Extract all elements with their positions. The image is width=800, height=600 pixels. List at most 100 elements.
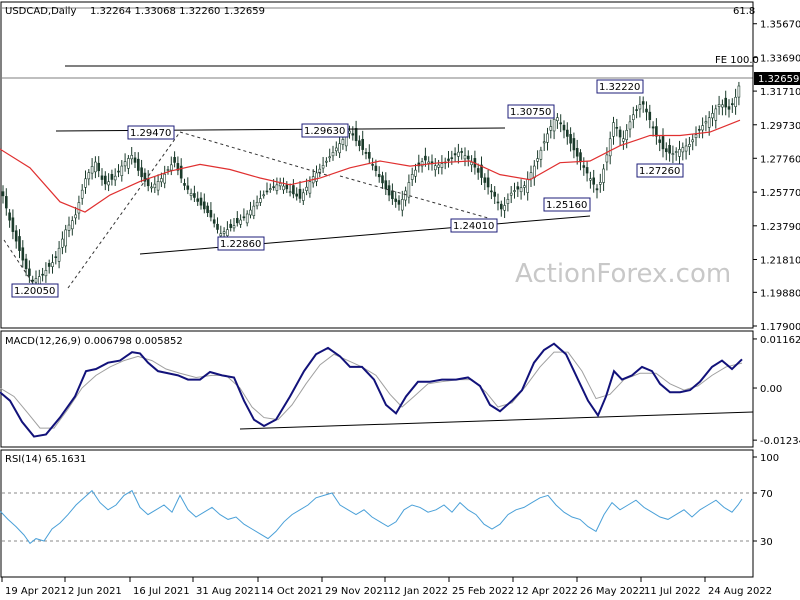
candle-body <box>648 111 652 121</box>
candle-body <box>67 224 71 231</box>
candle-body <box>707 117 711 128</box>
candle-body <box>635 109 638 111</box>
svg-text:1.29470: 1.29470 <box>130 128 171 139</box>
rsi-title: RSI(14) 65.1631 <box>5 454 86 465</box>
candle-body <box>595 188 599 191</box>
candle-body <box>47 263 51 267</box>
level-label: 1.22860 <box>217 236 265 251</box>
price-panel-frame <box>0 1 754 329</box>
candle-body <box>645 108 648 113</box>
candle-body <box>536 158 539 162</box>
candle-body <box>94 161 97 173</box>
candle-body <box>321 165 325 169</box>
candle-body <box>427 161 431 164</box>
candle-body <box>377 174 381 178</box>
candle-body <box>104 175 107 185</box>
candle-body <box>575 147 579 157</box>
candle-body <box>651 126 655 129</box>
rsi-tick-label: 30 <box>760 537 773 548</box>
candle-body <box>226 229 229 236</box>
candle-body <box>183 183 186 186</box>
candle-body <box>490 190 493 193</box>
candle-body <box>641 101 645 105</box>
candle-body <box>447 158 450 161</box>
candle-body <box>694 134 698 138</box>
candle-body <box>631 114 635 120</box>
candle-body <box>466 155 470 160</box>
candle-body <box>625 129 629 141</box>
candle-body <box>196 198 199 202</box>
candle-body <box>387 185 391 196</box>
candle-body <box>539 149 543 160</box>
candle-body <box>1 191 5 197</box>
candle-body <box>97 162 100 172</box>
candle-body <box>150 186 153 189</box>
candle-body <box>414 169 417 177</box>
candle-body <box>437 164 440 168</box>
candle-body <box>8 212 11 221</box>
candle-body <box>77 202 81 214</box>
candle-body <box>546 133 549 143</box>
candle-body <box>668 145 671 154</box>
current-price-value: 1.32659 <box>758 74 799 85</box>
time-tick-label: 11 Jul 2022 <box>644 586 701 597</box>
macd-line <box>0 342 743 438</box>
candle-body <box>661 136 665 150</box>
candle-body <box>463 155 467 160</box>
time-tick-label: 24 Aug 2022 <box>708 586 772 597</box>
candle-body <box>371 164 374 166</box>
svg-text:1.32220: 1.32220 <box>599 82 640 93</box>
candle-body <box>381 175 384 184</box>
level-label: 1.25160 <box>543 197 591 212</box>
candle-body <box>674 151 678 153</box>
candle-body <box>688 143 691 147</box>
candle-body <box>107 181 110 186</box>
candle-body <box>80 189 84 199</box>
price-tick-label: 1.31710 <box>760 87 800 98</box>
candle-body <box>513 190 516 192</box>
candle-body <box>526 178 530 193</box>
candle-body <box>529 172 533 180</box>
candle-body <box>400 199 404 211</box>
candle-body <box>64 229 67 247</box>
candle-body <box>265 190 269 193</box>
svg-text:1.22860: 1.22860 <box>220 239 261 250</box>
level-label: 1.32220 <box>596 79 644 94</box>
rsi-axis: 100 70 30 <box>2 453 779 548</box>
macd-tick-label: 0.00 <box>760 384 782 395</box>
svg-text:1.27260: 1.27260 <box>639 166 680 177</box>
candle-body <box>480 164 483 178</box>
svg-text:1.24010: 1.24010 <box>453 221 494 232</box>
candle-body <box>341 139 345 145</box>
candle-body <box>229 223 232 228</box>
candle-body <box>516 186 520 190</box>
candle-body <box>245 213 249 224</box>
candle-body <box>556 117 559 122</box>
time-tick-label: 12 Apr 2022 <box>516 586 578 597</box>
fib-level-label: 61.8 <box>733 6 755 17</box>
candle-body <box>605 154 609 163</box>
svg-text:1.25160: 1.25160 <box>546 200 587 211</box>
candle-body <box>424 155 427 161</box>
candle-body <box>166 169 170 171</box>
candle-body <box>582 165 586 168</box>
macd-tick-label: 0.011629 <box>760 335 800 346</box>
candle-body <box>572 138 576 151</box>
candle-body <box>37 276 41 285</box>
candle-body <box>71 220 74 230</box>
candle-body <box>318 168 322 173</box>
candle-body <box>117 170 120 173</box>
level-label: 1.24010 <box>450 218 498 233</box>
candle-body <box>404 190 407 201</box>
candle-body <box>334 147 338 152</box>
candle-body <box>628 121 632 130</box>
candle-body <box>351 133 355 136</box>
time-tick-label: 19 Apr 2021 <box>5 586 67 597</box>
candle-body <box>681 147 685 153</box>
candle-body <box>618 129 622 138</box>
candle-body <box>358 140 361 146</box>
time-tick-label: 12 Jan 2022 <box>388 586 448 597</box>
candle-body <box>301 192 305 201</box>
candle-body <box>74 214 77 219</box>
candle-body <box>565 129 569 137</box>
